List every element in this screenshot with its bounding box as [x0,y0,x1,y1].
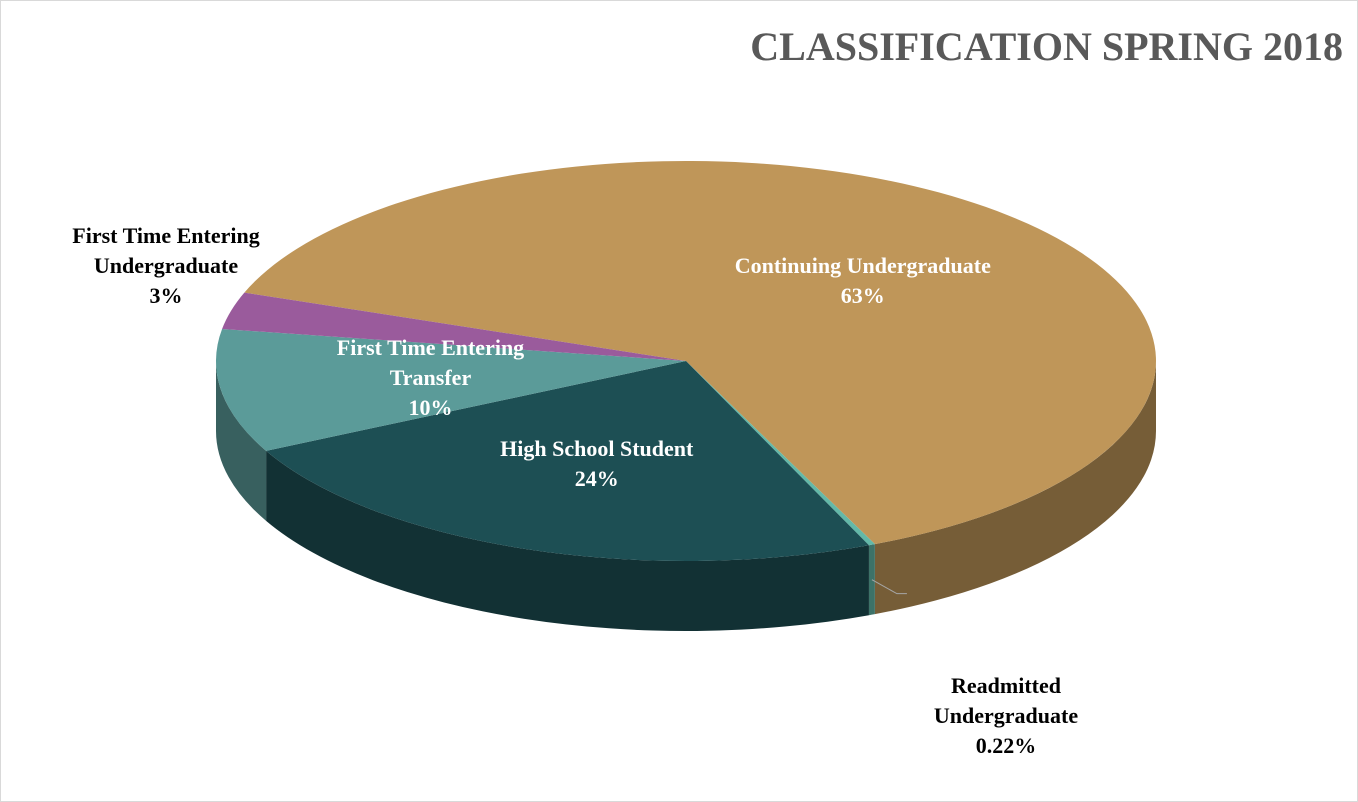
pie-slice [686,361,875,546]
data-label: First Time Entering Undergraduate 3% [36,221,296,311]
data-label: High School Student 24% [427,434,767,494]
category-label: First Time Entering Undergraduate [72,223,260,278]
pie-side [266,450,869,631]
data-label: Continuing Undergraduate 63% [693,251,1033,311]
chart-title: CLASSIFICATION SPRING 2018 [750,24,1343,69]
pie-side [868,544,875,616]
value-label: 24% [574,466,619,492]
pie-side [216,361,267,521]
category-label: Continuing Undergraduate [734,252,991,278]
value-label: 63% [840,282,885,308]
pie-slice [222,292,686,361]
pie-side [874,361,1156,615]
data-label: Readmitted Undergraduate 0.22% [906,671,1106,761]
category-label: First Time Entering Transfer [336,334,525,390]
data-label: First Time Entering Transfer 10% [300,333,560,423]
pie-slice [266,361,869,561]
category-label: High School Student [500,436,694,462]
value-label: 10% [408,394,453,420]
pie-slice [244,160,1156,545]
leader-line [871,579,907,595]
pie-slice [216,328,686,451]
value-label: 0.22% [975,733,1037,758]
value-label: 3% [149,283,183,308]
category-label: Readmitted Undergraduate [933,673,1079,728]
